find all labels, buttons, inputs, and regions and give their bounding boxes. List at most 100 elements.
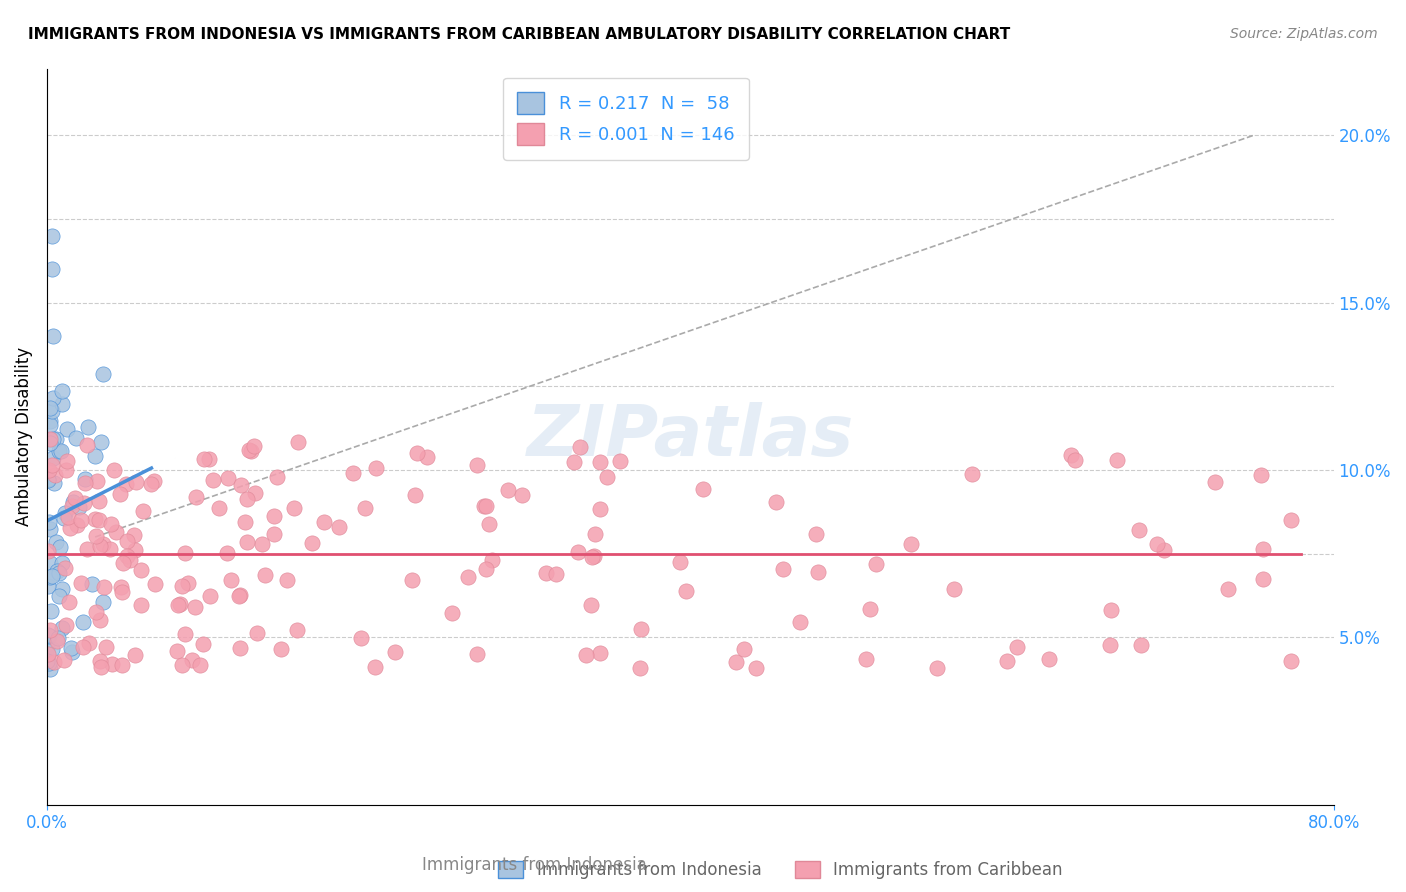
Point: [80, 576, 103, 591]
Point: [173, 546, 195, 560]
Point: [37, 579, 59, 593]
Point: [900, 537, 922, 551]
Point: [1059, 448, 1081, 462]
Point: [1153, 543, 1175, 558]
Point: [77, 636, 100, 650]
Point: [181, 653, 204, 667]
Point: [1218, 582, 1240, 596]
Point: [353, 500, 375, 515]
Point: [51, 444, 73, 458]
Point: [44, 655, 66, 669]
Point: [103, 463, 125, 477]
Point: [254, 568, 277, 582]
Point: [73, 475, 96, 490]
Point: [51, 621, 73, 635]
Point: [170, 579, 193, 593]
Point: [229, 588, 252, 602]
Point: [45, 535, 67, 549]
Point: [143, 576, 166, 591]
Point: [266, 470, 288, 484]
Point: [583, 549, 606, 563]
Point: [37, 473, 59, 487]
Point: [865, 557, 887, 571]
Point: [48, 589, 70, 603]
Point: [115, 477, 138, 491]
Point: [312, 515, 335, 529]
Point: [129, 599, 152, 613]
Point: [583, 527, 606, 541]
Point: [90, 659, 112, 673]
Point: [122, 528, 145, 542]
Point: [51, 556, 73, 570]
Point: [48, 540, 70, 554]
Point: [100, 657, 122, 671]
Point: [1107, 453, 1129, 467]
Point: [53, 510, 76, 524]
Point: [283, 500, 305, 515]
Point: [1250, 467, 1272, 482]
Point: [96, 640, 118, 655]
Point: [475, 562, 498, 576]
Point: [118, 553, 141, 567]
Point: [1005, 640, 1028, 654]
Point: [56, 509, 79, 524]
Point: [48, 444, 70, 458]
Text: Source: ZipAtlas.com: Source: ZipAtlas.com: [1230, 27, 1378, 41]
Point: [287, 435, 309, 450]
Point: [76, 542, 98, 557]
Point: [39, 436, 62, 450]
Point: [37, 648, 59, 662]
Point: [41, 404, 63, 418]
Point: [38, 522, 60, 536]
Point: [804, 527, 827, 541]
Point: [46, 634, 69, 648]
Point: [45, 564, 67, 578]
Point: [41, 262, 63, 277]
Point: [263, 509, 285, 524]
Point: [39, 418, 62, 433]
Point: [217, 471, 239, 485]
Point: [73, 496, 96, 510]
Point: [198, 451, 221, 466]
Point: [111, 557, 134, 571]
Point: [44, 476, 66, 491]
Point: [589, 501, 612, 516]
Point: [141, 476, 163, 491]
Point: [65, 491, 87, 505]
Point: [60, 645, 83, 659]
Point: [46, 632, 69, 646]
Point: [174, 627, 197, 641]
Text: IMMIGRANTS FROM INDONESIA VS IMMIGRANTS FROM CARIBBEAN AMBULATORY DISABILITY COR: IMMIGRANTS FROM INDONESIA VS IMMIGRANTS …: [28, 27, 1011, 42]
Point: [440, 606, 463, 620]
Point: [404, 488, 426, 502]
Point: [132, 504, 155, 518]
Point: [38, 432, 60, 446]
Point: [60, 500, 83, 514]
Point: [1063, 453, 1085, 467]
Point: [37, 472, 59, 486]
Point: [55, 463, 77, 477]
Point: [1128, 523, 1150, 537]
Point: [481, 553, 503, 567]
Point: [65, 431, 87, 445]
Point: [496, 483, 519, 498]
Point: [124, 542, 146, 557]
Point: [38, 463, 60, 477]
Point: [270, 641, 292, 656]
Point: [342, 466, 364, 480]
Point: [44, 468, 66, 483]
Point: [733, 641, 755, 656]
Point: [285, 624, 308, 638]
Point: [39, 624, 62, 638]
Point: [48, 566, 70, 580]
Point: [229, 477, 252, 491]
Point: [41, 228, 63, 243]
Point: [67, 500, 90, 515]
Point: [53, 561, 76, 575]
Point: [72, 615, 94, 630]
Point: [38, 629, 60, 643]
Point: [89, 654, 111, 668]
Point: [51, 582, 73, 596]
Point: [59, 520, 82, 534]
Text: Immigrants from Indonesia: Immigrants from Indonesia: [422, 856, 647, 874]
